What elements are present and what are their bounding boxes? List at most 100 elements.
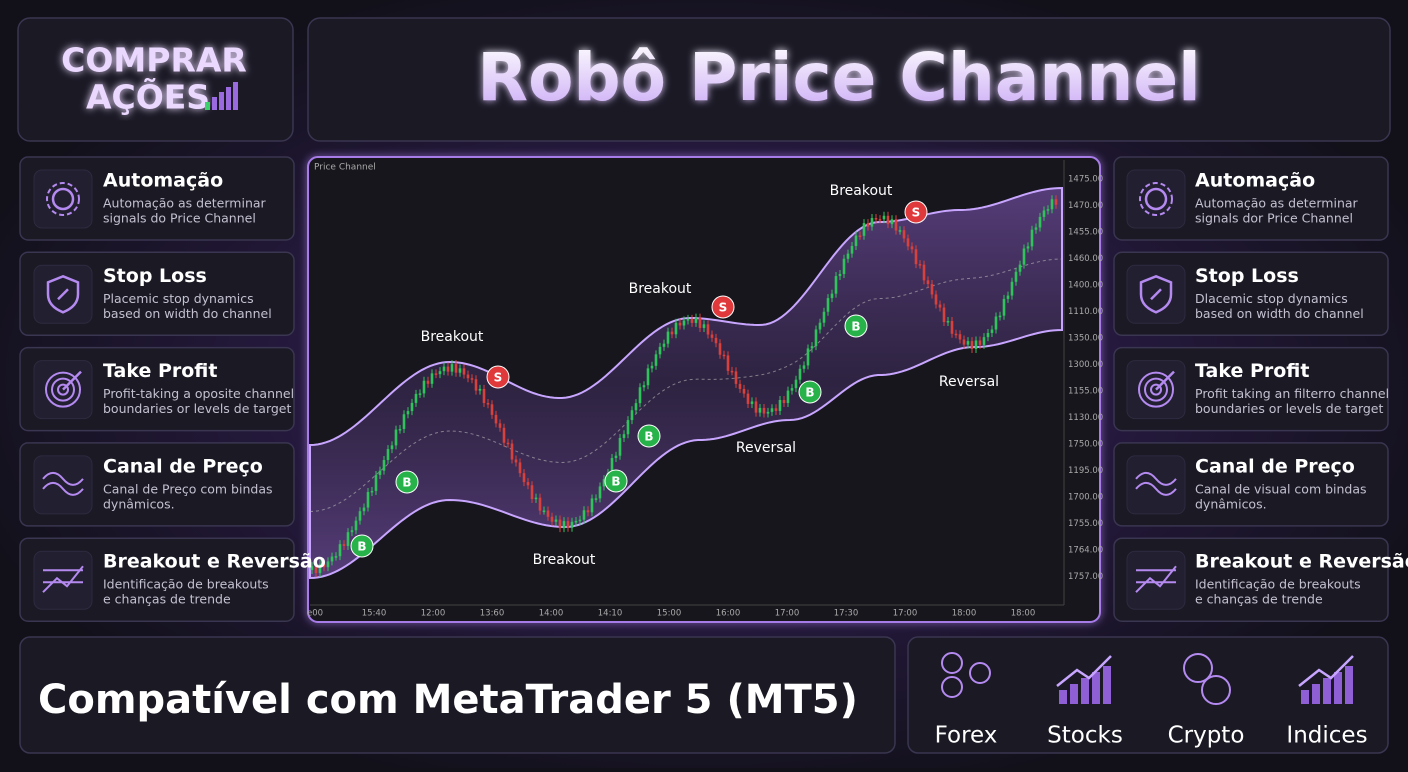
candle	[830, 293, 834, 299]
candle	[702, 324, 706, 328]
candle	[938, 304, 942, 308]
y-tick-label: 1764.00	[1068, 546, 1103, 556]
candle	[790, 388, 794, 391]
candle	[946, 320, 950, 323]
feature-text: Canal de Preço com bindas	[103, 481, 273, 496]
candle	[622, 434, 626, 438]
feature-text: e chanças de trende	[1195, 592, 1323, 607]
y-tick-label: 1755.00	[1068, 519, 1103, 529]
logo-icon	[205, 82, 238, 110]
candle	[674, 322, 678, 335]
icon	[1144, 187, 1168, 211]
feature-card: Automação Automação as determinarsignals …	[19, 156, 295, 241]
x-tick-label: e00	[307, 609, 323, 619]
candle	[842, 258, 846, 274]
candle	[750, 401, 754, 404]
x-tick-label: 14:00	[539, 609, 564, 619]
candle	[550, 516, 554, 522]
icon	[45, 371, 81, 408]
candle	[570, 521, 574, 528]
candle	[986, 332, 990, 338]
icon	[51, 377, 75, 402]
candle	[466, 374, 470, 379]
candle	[834, 276, 838, 294]
feature-card: Breakout e Reversão Identificação de brea…	[19, 537, 326, 622]
candle	[574, 520, 578, 523]
feature-title: Breakout e Reversão	[103, 551, 326, 573]
signal-marker	[904, 200, 928, 224]
candle	[678, 322, 682, 326]
candle	[818, 322, 822, 330]
candle	[850, 246, 854, 254]
candle	[998, 315, 1002, 318]
candle	[618, 437, 622, 456]
feature-title: Stop Loss	[1195, 265, 1299, 287]
feature-text: Automação as determinar	[1195, 196, 1359, 211]
feature-title: Canal de Preço	[1195, 455, 1355, 477]
candle	[682, 320, 686, 326]
candle	[522, 473, 526, 483]
icon	[1135, 471, 1177, 486]
candle	[914, 249, 918, 265]
candle	[410, 402, 414, 412]
icon	[1201, 675, 1231, 705]
signal-label: B	[805, 386, 814, 400]
signal-label: S	[912, 206, 921, 220]
feature-title: Automação	[103, 170, 223, 192]
icon	[57, 383, 69, 396]
candle	[398, 429, 402, 431]
feature-title: Breakout e Reversão	[1195, 551, 1408, 573]
x-tick-label: 17:00	[775, 609, 800, 619]
candle	[774, 408, 778, 411]
candle	[990, 329, 994, 333]
candle	[482, 388, 486, 404]
candle	[630, 410, 634, 421]
x-tick-label: 18:00	[1011, 609, 1036, 619]
feature-card: Take Profit Profit taking an filterro cha…	[1113, 346, 1389, 432]
x-tick-label: 14:10	[598, 609, 623, 619]
candle	[1022, 248, 1026, 265]
candle	[538, 497, 542, 511]
candle	[314, 566, 318, 574]
icon	[1138, 371, 1174, 408]
candle	[786, 390, 790, 404]
y-tick-label: 1110.00	[1068, 307, 1103, 317]
signal-label: S	[719, 301, 728, 315]
candle	[978, 340, 982, 345]
candle	[390, 445, 394, 450]
candle	[546, 510, 550, 517]
signal-label: S	[494, 371, 503, 385]
candle	[1050, 199, 1054, 210]
feature-text: Automação as determinar	[103, 196, 267, 211]
candle	[354, 520, 358, 531]
feature-title: Take Profit	[103, 360, 217, 382]
candle	[906, 238, 910, 247]
signal-label: B	[851, 320, 860, 334]
feature-text: dynâmicos.	[1195, 496, 1267, 511]
channel-mid	[309, 258, 1063, 512]
candle	[646, 368, 650, 386]
candle	[518, 462, 522, 474]
logo-line2: AÇÕES	[86, 77, 210, 117]
candle	[754, 401, 758, 413]
candle	[766, 411, 770, 414]
signal-label: B	[357, 540, 366, 554]
candle	[662, 343, 666, 347]
feature-card: Take Profit Profit-taking a oposite chann…	[19, 346, 295, 432]
candle	[498, 423, 502, 428]
candle	[758, 407, 762, 413]
candle	[394, 429, 398, 446]
y-tick-label: 1700.00	[1068, 493, 1103, 503]
candle	[858, 235, 862, 238]
candle	[866, 223, 870, 227]
candle	[554, 519, 558, 522]
candle	[1034, 227, 1038, 230]
candle	[746, 393, 750, 404]
candle	[954, 333, 958, 336]
candle	[458, 368, 462, 373]
icon	[1070, 684, 1078, 704]
footer-text: Compatível com MetaTrader 5 (MT5)	[38, 677, 858, 723]
candle	[670, 331, 674, 335]
candle	[654, 354, 658, 366]
candle	[930, 284, 934, 295]
